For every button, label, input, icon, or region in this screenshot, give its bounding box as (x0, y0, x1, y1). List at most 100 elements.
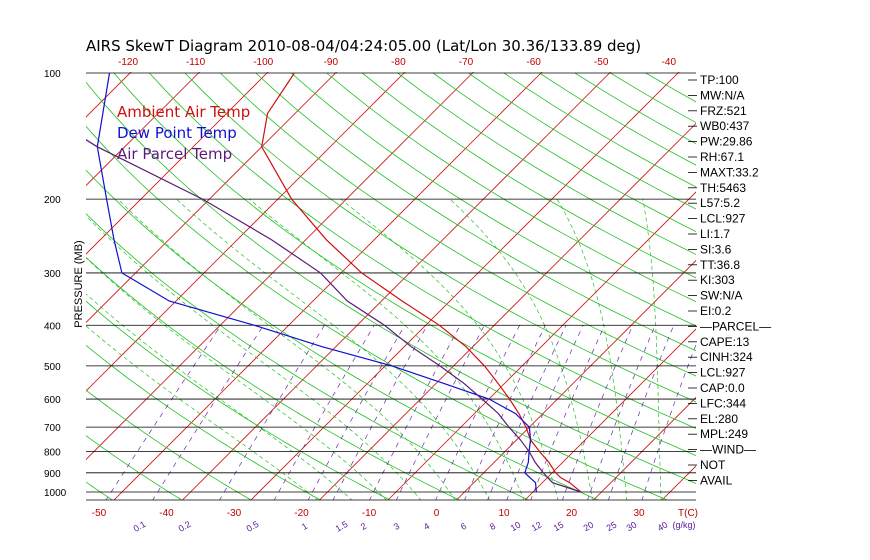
isotherm-line (318, 122, 696, 500)
dry-adiabat-line (255, 72, 696, 352)
mixing-ratio-line (487, 325, 567, 500)
mixing-ratio-line (219, 325, 325, 500)
dry-adiabat-line (86, 81, 696, 484)
isotherm-line (86, 72, 338, 324)
stability-index: LCL:927 (700, 366, 746, 380)
top-temp-tick-label: -90 (324, 57, 339, 68)
stability-index: CAPE:13 (700, 335, 750, 349)
stability-index: EI:0.2 (700, 304, 732, 318)
dry-adiabat-line (0, 73, 44, 501)
isotherm-line (787, 62, 870, 512)
profile-ambient-air-temp (261, 72, 582, 493)
mixing-ratio-line (105, 325, 222, 500)
mixing-ratio-tick-label: 25 (605, 520, 619, 534)
stability-index: MPL:249 (700, 427, 748, 441)
dry-adiabat-line (361, 72, 696, 279)
mixing-ratio-line (273, 325, 375, 500)
stability-index: AVAIL (700, 473, 733, 487)
isotherm-line (0, 62, 4, 512)
dry-adiabat-line (432, 72, 696, 232)
chart-title: AIRS SkewT Diagram 2010-08-04/04:24:05.0… (86, 37, 641, 55)
background-grid (0, 62, 870, 512)
bottom-temp-tick-label: 20 (566, 508, 578, 519)
stability-index: L57:5.2 (700, 196, 740, 210)
bottom-temp-tick-label: 10 (498, 508, 510, 519)
dry-adiabat-line (113, 72, 696, 456)
bottom-temp-tick-label: -40 (159, 508, 174, 519)
mixing-ratio-line (562, 325, 634, 500)
legend-item: Dew Point Temp (117, 124, 237, 142)
mixing-ratio-tick-label: 0.2 (177, 519, 193, 534)
stability-index: TP:100 (700, 73, 739, 87)
dry-adiabat-line (184, 72, 696, 403)
bottom-temp-tick-label: -30 (227, 508, 242, 519)
stability-index: SI:3.6 (700, 242, 732, 256)
dry-adiabat-line (645, 72, 696, 103)
mixing-ratio-line (152, 325, 264, 500)
pressure-tick-label: 900 (44, 469, 61, 480)
stability-index: SW:N/A (700, 289, 742, 303)
mixing-ratio-tick-label: 12 (530, 520, 544, 534)
dry-adiabat-line (220, 72, 696, 377)
stability-index: NOT (700, 458, 726, 472)
dry-adiabat-line (86, 481, 114, 500)
moist-adiabat-line (117, 198, 456, 500)
legend-item: Air Parcel Temp (117, 145, 232, 163)
top-temp-tick-label: -40 (662, 57, 677, 68)
moist-adiabat-line (86, 293, 353, 500)
mixing-ratio-tick-label: 10 (509, 520, 523, 534)
pressure-tick-label: 600 (44, 395, 61, 406)
mixing-ratio-tick-label: 0.5 (245, 519, 261, 534)
bottom-temp-tick-label: 30 (633, 508, 645, 519)
stability-index: —WIND— (700, 443, 756, 457)
top-temp-tick-label: -50 (594, 57, 609, 68)
stability-index: —PARCEL— (700, 319, 771, 333)
top-temp-tick-label: -70 (459, 57, 474, 68)
stability-index: MAXT:33.2 (700, 165, 759, 179)
isotherm-line (524, 328, 696, 500)
stability-index: CAP:0.0 (700, 381, 745, 395)
top-temp-tick-label: -80 (391, 57, 406, 68)
dry-adiabat-line (86, 344, 322, 500)
stability-index: KI:303 (700, 273, 735, 287)
mixing-ratio-line (307, 325, 406, 500)
mixing-ratio-unit: (g/kg) (672, 520, 695, 530)
bottom-temp-unit: T(C) (678, 508, 698, 519)
y-axis-label: PRESSURE (MB) (73, 240, 85, 327)
isotherm-line (387, 191, 696, 500)
isotherm-line (455, 259, 696, 500)
mixing-ratio-tick-label: 4 (422, 521, 431, 532)
isotherm-line (0, 62, 73, 512)
dry-adiabat-line (86, 256, 461, 500)
stability-index: PW:29.86 (700, 135, 753, 149)
top-temp-tick-label: -110 (186, 57, 206, 68)
mixing-ratio-tick-label: 0.1 (132, 519, 148, 534)
mixing-ratio-tick-label: 1 (300, 521, 309, 532)
mixing-ratio-line (587, 325, 656, 500)
mixing-ratio-line (530, 325, 605, 500)
mixing-ratio-tick-label: 40 (656, 520, 670, 534)
bottom-temp-tick-label: -10 (362, 508, 377, 519)
dry-adiabat-line (86, 435, 183, 500)
stability-index: FRZ:521 (700, 104, 747, 118)
mixing-ratio-line (464, 325, 546, 500)
moist-adiabat-line (642, 199, 662, 500)
pressure-tick-label: 1000 (44, 488, 67, 499)
pressure-tick-label: 200 (44, 195, 61, 206)
mixing-ratio-line (435, 325, 520, 500)
pressure-tick-label: 100 (44, 69, 61, 80)
stability-index: RH:67.1 (700, 150, 744, 164)
dry-adiabat-line (86, 125, 669, 500)
pressure-isobars (86, 72, 696, 501)
moist-adiabat-line (86, 325, 319, 500)
dry-adiabat-line (326, 72, 696, 303)
pressure-tick-label: 700 (44, 423, 61, 434)
legend: Ambient Air Temp Dew Point Temp Air Parcel… (117, 103, 250, 163)
stability-index: LI:1.7 (700, 227, 730, 241)
dry-adiabat-line (86, 389, 252, 500)
moist-adiabat-line (86, 257, 387, 500)
dry-adiabat-line (291, 72, 696, 327)
sounding-profiles (86, 72, 582, 493)
